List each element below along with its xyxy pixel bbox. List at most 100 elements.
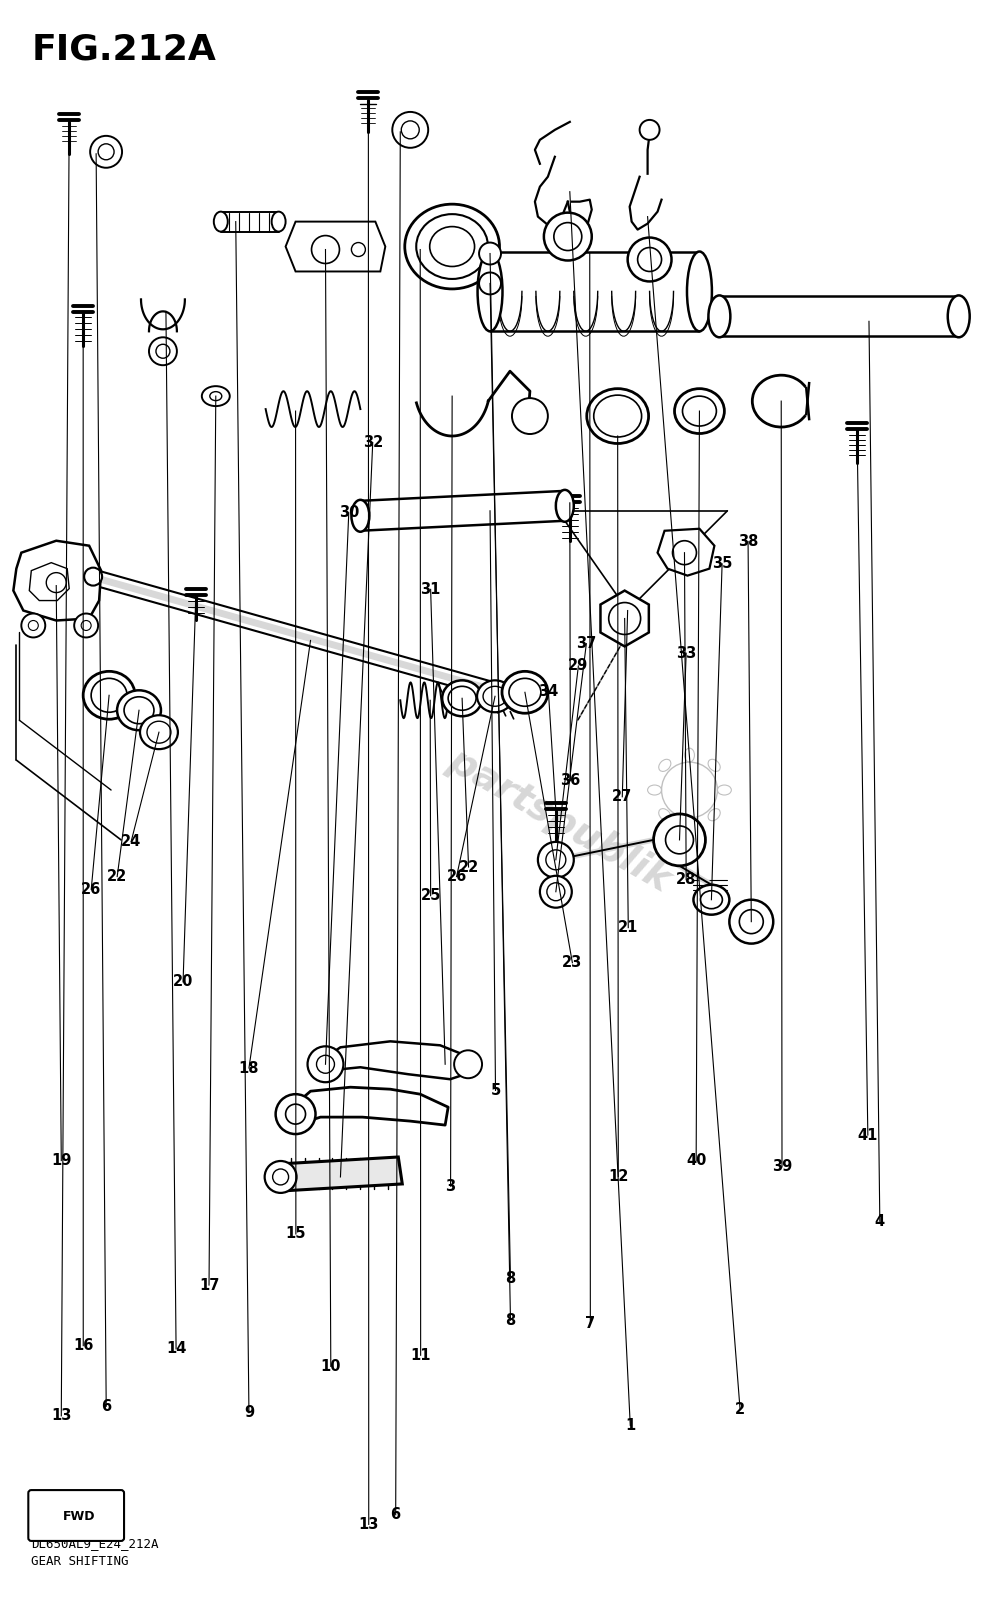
Text: DL650AL9_E24_212A: DL650AL9_E24_212A xyxy=(31,1538,159,1550)
Ellipse shape xyxy=(502,672,548,714)
Circle shape xyxy=(275,1094,315,1134)
Ellipse shape xyxy=(587,389,649,443)
Text: 8: 8 xyxy=(506,1312,516,1328)
Ellipse shape xyxy=(351,499,369,531)
Text: 36: 36 xyxy=(561,773,581,789)
FancyBboxPatch shape xyxy=(28,1490,124,1541)
Circle shape xyxy=(21,613,45,637)
Ellipse shape xyxy=(709,296,731,338)
Circle shape xyxy=(264,1162,296,1194)
Text: 37: 37 xyxy=(577,637,597,651)
Circle shape xyxy=(156,344,170,358)
Text: partspublik: partspublik xyxy=(441,741,678,899)
Text: 30: 30 xyxy=(338,506,359,520)
Text: 14: 14 xyxy=(166,1341,186,1357)
Text: 11: 11 xyxy=(410,1347,430,1363)
Text: 34: 34 xyxy=(539,685,559,699)
Circle shape xyxy=(730,899,773,944)
Text: 41: 41 xyxy=(858,1128,878,1142)
Text: 15: 15 xyxy=(285,1227,306,1242)
Ellipse shape xyxy=(442,680,482,717)
Ellipse shape xyxy=(84,568,102,586)
Circle shape xyxy=(285,1104,305,1125)
Ellipse shape xyxy=(519,691,537,709)
Text: 2: 2 xyxy=(735,1402,745,1418)
Circle shape xyxy=(401,122,419,139)
Circle shape xyxy=(272,1170,288,1186)
Circle shape xyxy=(392,112,428,147)
Circle shape xyxy=(307,1046,343,1082)
Polygon shape xyxy=(13,541,101,621)
Circle shape xyxy=(316,1056,334,1074)
Ellipse shape xyxy=(429,227,474,267)
Text: FWD: FWD xyxy=(63,1509,95,1523)
Circle shape xyxy=(311,235,339,264)
Polygon shape xyxy=(278,1157,402,1190)
Circle shape xyxy=(74,613,98,637)
Text: 13: 13 xyxy=(51,1408,71,1424)
Polygon shape xyxy=(601,590,649,646)
Circle shape xyxy=(673,541,697,565)
Text: 29: 29 xyxy=(569,659,589,674)
Circle shape xyxy=(479,243,500,264)
Text: 28: 28 xyxy=(676,872,697,888)
Circle shape xyxy=(546,850,566,870)
Circle shape xyxy=(666,826,694,854)
Circle shape xyxy=(351,243,365,256)
Circle shape xyxy=(654,814,706,866)
Ellipse shape xyxy=(683,397,717,426)
Circle shape xyxy=(540,875,572,907)
Text: 1: 1 xyxy=(626,1418,636,1434)
Text: 8: 8 xyxy=(506,1270,516,1286)
Text: 20: 20 xyxy=(173,974,193,989)
Text: 16: 16 xyxy=(73,1338,93,1354)
Text: 21: 21 xyxy=(618,920,639,934)
Ellipse shape xyxy=(687,251,712,331)
Ellipse shape xyxy=(117,690,161,730)
Ellipse shape xyxy=(477,680,513,712)
Ellipse shape xyxy=(675,389,725,434)
Polygon shape xyxy=(658,528,715,576)
Ellipse shape xyxy=(271,211,285,232)
Text: 35: 35 xyxy=(712,557,733,571)
Text: 19: 19 xyxy=(51,1154,71,1168)
Circle shape xyxy=(547,883,565,901)
Circle shape xyxy=(479,272,500,294)
Text: 31: 31 xyxy=(420,582,440,597)
Ellipse shape xyxy=(477,251,503,331)
Ellipse shape xyxy=(694,885,730,915)
Circle shape xyxy=(638,248,662,272)
Ellipse shape xyxy=(483,686,507,706)
Text: 12: 12 xyxy=(608,1170,629,1184)
Text: FIG.212A: FIG.212A xyxy=(31,32,216,66)
Text: 27: 27 xyxy=(613,789,633,805)
Text: 13: 13 xyxy=(358,1517,379,1531)
Polygon shape xyxy=(285,222,385,272)
Circle shape xyxy=(149,338,177,365)
Text: 17: 17 xyxy=(199,1277,219,1293)
Text: 22: 22 xyxy=(458,859,478,875)
Text: 9: 9 xyxy=(244,1405,254,1421)
Text: 4: 4 xyxy=(875,1214,885,1229)
Ellipse shape xyxy=(91,678,127,712)
Text: 3: 3 xyxy=(445,1179,455,1194)
Text: 33: 33 xyxy=(676,646,697,661)
Text: 6: 6 xyxy=(101,1398,111,1414)
Ellipse shape xyxy=(701,891,723,909)
Text: 6: 6 xyxy=(390,1507,400,1522)
Text: 24: 24 xyxy=(121,834,141,850)
Text: 5: 5 xyxy=(490,1083,500,1098)
Text: 10: 10 xyxy=(320,1358,341,1374)
Circle shape xyxy=(740,910,764,934)
Circle shape xyxy=(98,144,114,160)
Text: 25: 25 xyxy=(420,888,440,904)
Ellipse shape xyxy=(416,214,488,278)
Ellipse shape xyxy=(556,490,574,522)
Circle shape xyxy=(554,222,582,251)
Circle shape xyxy=(90,136,122,168)
Ellipse shape xyxy=(214,211,228,232)
Ellipse shape xyxy=(147,722,171,742)
Circle shape xyxy=(609,603,641,635)
Text: 26: 26 xyxy=(446,869,466,885)
Ellipse shape xyxy=(404,205,499,290)
